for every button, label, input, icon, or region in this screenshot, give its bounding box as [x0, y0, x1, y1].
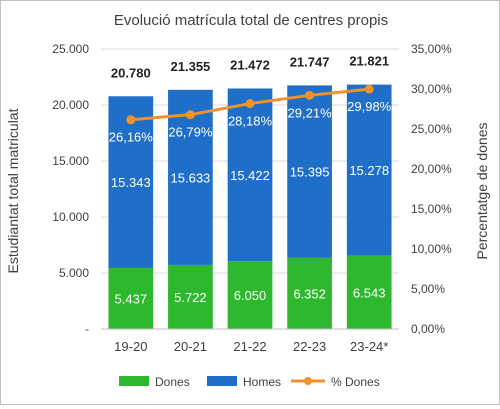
pct-point: [245, 99, 255, 109]
legend-swatch: [119, 376, 149, 386]
total-label: 21.355: [171, 59, 211, 74]
legend-swatch-marker: [304, 377, 312, 385]
x-tick-label: 23-24*: [350, 339, 388, 354]
y-axis-title: Estudiantat total matriculat: [5, 108, 21, 273]
bar-label-homes: 15.633: [171, 170, 211, 185]
x-tick-label: 22-23: [293, 339, 326, 354]
y2-tick-label: 5,00%: [411, 282, 445, 296]
y2-axis-title: Percentatge de dones: [474, 123, 490, 260]
y-axis-right: 0,00% 5,00% 10,00% 15,00% 20,00% 25,00% 30,00%…: [411, 42, 452, 336]
bar-homes: [108, 96, 154, 269]
pct-label: 26,16%: [109, 130, 154, 145]
bar-label-dones: 5.437: [115, 292, 148, 307]
pct-label: 26,79%: [168, 125, 213, 140]
y-axis-left: - 5.000 10.000 15.000 20.000 25.000: [52, 42, 89, 336]
bar-dones: [108, 268, 154, 329]
y-tick-label: 5.000: [59, 266, 89, 280]
pct-label: 29,21%: [288, 105, 333, 120]
chart-title: Evolució matrícula total de centres prop…: [114, 12, 388, 29]
y2-tick-label: 0,00%: [411, 322, 445, 336]
y2-tick-label: 35,00%: [411, 42, 452, 56]
bar-label-dones: 6.050: [234, 288, 267, 303]
bar-dones: [227, 261, 273, 329]
bar-dones: [168, 264, 213, 329]
bar-dones: [346, 255, 392, 329]
legend-label: Dones: [155, 375, 190, 389]
y-tick-label: 20.000: [52, 98, 89, 112]
pct-point: [305, 90, 315, 100]
pct-dones-line: 26,16% 26,79% 28,18% 29,21% 29,98%: [109, 84, 392, 145]
legend: Dones Homes % Dones: [119, 375, 380, 389]
total-label: 20.780: [111, 65, 151, 80]
pct-label: 29,98%: [347, 99, 392, 114]
pct-point: [185, 110, 195, 120]
bars: 5.437 15.343 20.780 5.722 15.633 21.355 6.050 1…: [108, 54, 392, 329]
bar-label-dones: 5.722: [174, 290, 207, 305]
y2-tick-label: 30,00%: [411, 82, 452, 96]
bar-label-homes: 15.343: [111, 175, 151, 190]
y2-tick-label: 25,00%: [411, 122, 452, 136]
total-label: 21.472: [230, 58, 270, 73]
pct-point: [126, 115, 136, 125]
pct-label: 28,18%: [228, 114, 273, 129]
bar-dones: [287, 257, 332, 329]
y2-tick-label: 10,00%: [411, 242, 452, 256]
bar-label-dones: 6.543: [353, 285, 386, 300]
y-tick-label: 25.000: [52, 42, 89, 56]
total-label: 21.747: [290, 54, 330, 69]
bar-label-homes: 15.422: [230, 168, 270, 183]
bar-homes: [227, 88, 273, 262]
total-label: 21.821: [349, 54, 389, 69]
legend-swatch: [207, 376, 237, 386]
legend-label: % Dones: [331, 375, 380, 389]
x-tick-label: 21-22: [233, 339, 266, 354]
bar-label-homes: 15.395: [290, 165, 330, 180]
y2-tick-label: 20,00%: [411, 162, 452, 176]
y-tick-label: 15.000: [52, 154, 89, 168]
y-tick-label: -: [85, 322, 89, 336]
bar-label-homes: 15.278: [349, 163, 389, 178]
bar-homes: [346, 84, 392, 256]
x-tick-label: 20-21: [174, 339, 207, 354]
bar-homes: [287, 85, 332, 258]
x-axis: 19-20 20-21 21-22 22-23 23-24*: [101, 328, 399, 354]
y-tick-label: 10.000: [52, 210, 89, 224]
pct-point: [364, 84, 374, 94]
bar-label-dones: 6.352: [293, 286, 326, 301]
legend-label: Homes: [243, 375, 281, 389]
y2-tick-label: 15,00%: [411, 202, 452, 216]
x-tick-label: 19-20: [114, 339, 147, 354]
